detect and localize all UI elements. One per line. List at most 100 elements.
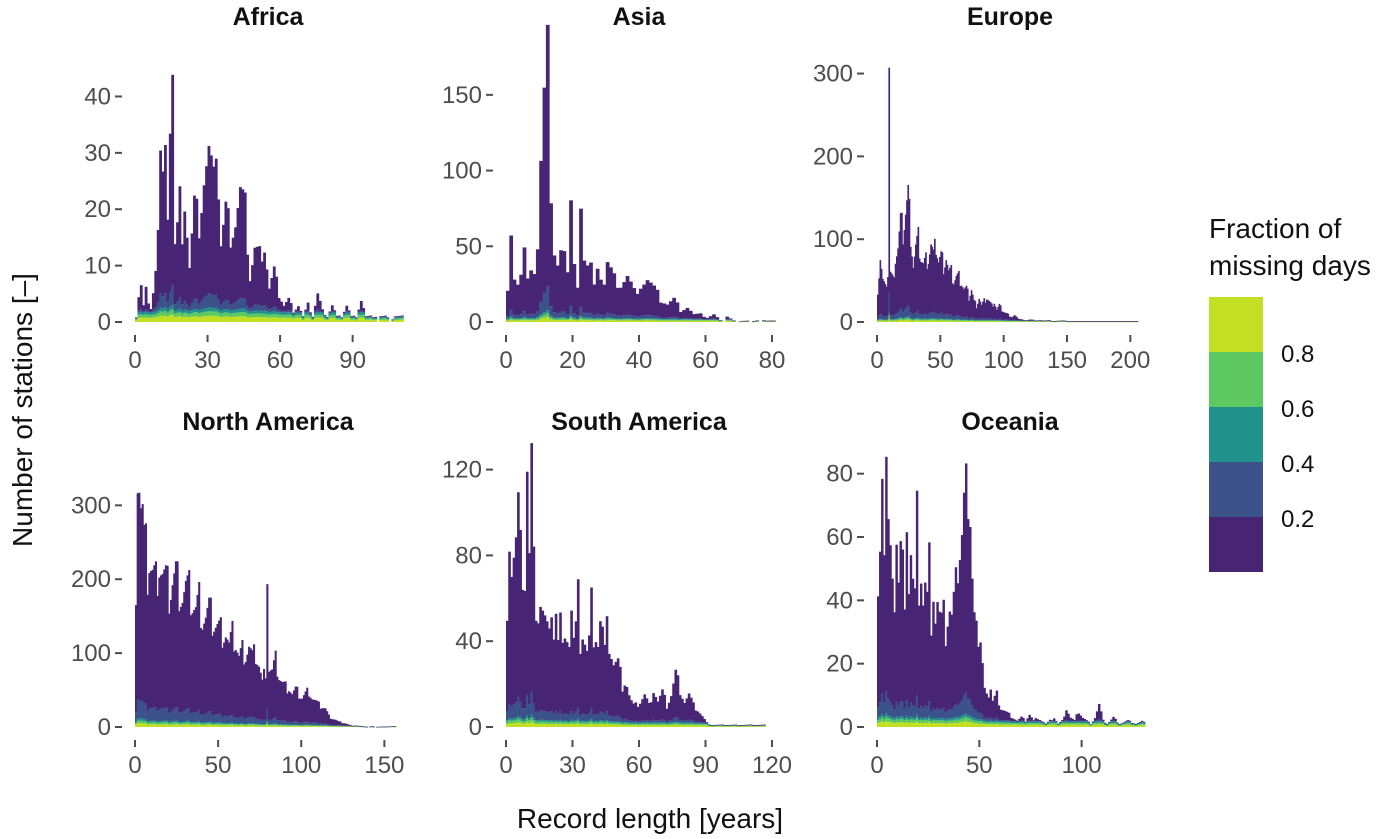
bar-segment [532, 717, 536, 721]
bar-segment [607, 715, 611, 722]
bar-segment [1071, 724, 1074, 727]
bar-segment [937, 318, 940, 320]
bar-segment [634, 723, 638, 726]
bar-segment [907, 722, 911, 727]
bar-segment [317, 701, 320, 723]
bar-segment [913, 722, 917, 727]
bar-segment [922, 723, 925, 727]
x-tick-label: 90 [339, 347, 366, 374]
bar-segment [897, 320, 899, 322]
bar-segment [241, 723, 244, 725]
bar-segment [275, 276, 279, 308]
bar-segment [534, 711, 538, 721]
bar-segment [1126, 724, 1130, 727]
bar-segment [682, 310, 686, 319]
bar-segment [317, 726, 320, 727]
bar-segment [289, 725, 292, 727]
bar-segment [725, 320, 730, 322]
bar-segment [574, 720, 578, 722]
bar-segment [183, 592, 186, 711]
bar-segment [151, 317, 155, 322]
bar-segment [987, 319, 989, 321]
bar-segment [1059, 722, 1062, 724]
bar-segment [634, 722, 638, 724]
bar-segment [135, 317, 138, 319]
bar-segment [734, 725, 737, 727]
bar-segment [333, 317, 337, 322]
bar-segment [907, 717, 911, 721]
bar-segment [268, 671, 271, 720]
bar-segment [336, 725, 339, 727]
bar-segment [521, 719, 525, 722]
bar-segment [912, 267, 915, 315]
bar-segment [999, 320, 1002, 321]
bar-segment [1132, 725, 1136, 727]
bar-segment [893, 709, 896, 719]
bar-segment [1040, 722, 1044, 724]
bar-segment [1052, 718, 1056, 721]
bar-segment [209, 721, 212, 724]
bar-segment [374, 318, 378, 321]
bar-segment [627, 725, 631, 727]
bar-segment [1102, 321, 1105, 322]
bar-segment [226, 208, 230, 301]
bar-segment [1124, 724, 1128, 727]
bar-segment [590, 723, 593, 727]
bar-segment [579, 722, 582, 725]
bar-segment [926, 269, 929, 315]
bar-segment [924, 719, 927, 723]
bar-segment [658, 695, 662, 721]
bar-segment [190, 233, 194, 304]
bar-segment [940, 320, 942, 322]
bar-segment [1106, 724, 1109, 726]
bar-segment [991, 320, 993, 321]
bar-segment [193, 723, 196, 725]
bar-segment [993, 318, 996, 321]
bar-segment [176, 222, 179, 302]
bar-segment [234, 724, 237, 726]
bar-segment [224, 723, 227, 726]
bar-segment [241, 312, 245, 317]
bar-segment [171, 74, 175, 286]
bar-segment [1112, 721, 1115, 723]
bar-segment [166, 722, 169, 725]
bar-segment [214, 723, 217, 726]
bar-segment [555, 313, 560, 318]
bar-segment [969, 320, 972, 322]
bar-segment [946, 626, 950, 711]
bar-segment [1042, 722, 1046, 724]
bar-segment [561, 714, 565, 721]
bar-segment [256, 665, 259, 719]
bar-segment [919, 719, 923, 723]
bar-segment [605, 320, 610, 322]
bar-segment [894, 318, 897, 320]
bar-segment [1063, 321, 1065, 322]
bar-segment [161, 171, 165, 297]
bar-segment [971, 722, 974, 727]
bar-segment [548, 720, 551, 723]
bar-segment [565, 724, 569, 727]
bar-segment [732, 320, 736, 322]
bar-segment [1012, 721, 1015, 723]
bar-segment [306, 724, 309, 726]
bar-segment [888, 314, 891, 318]
bar-segment [1092, 321, 1094, 322]
bar-segment [950, 318, 953, 320]
bar-segment [532, 546, 536, 704]
bar-segment [512, 318, 517, 320]
bar-segment [635, 319, 640, 321]
bar-segment [164, 722, 167, 725]
bar-segment [379, 726, 382, 728]
bar-segment [1018, 318, 1021, 321]
bar-segment [159, 307, 162, 312]
bar-segment [612, 314, 617, 319]
bar-segment [214, 311, 218, 316]
bar-segment [138, 720, 141, 724]
bar-segment [1136, 723, 1140, 724]
bar-segment [1056, 321, 1059, 322]
bar-segment [904, 308, 907, 318]
bar-segment [973, 318, 975, 320]
bar-segment [324, 723, 327, 726]
bar-segment [901, 308, 903, 318]
bar-segment [902, 311, 904, 319]
